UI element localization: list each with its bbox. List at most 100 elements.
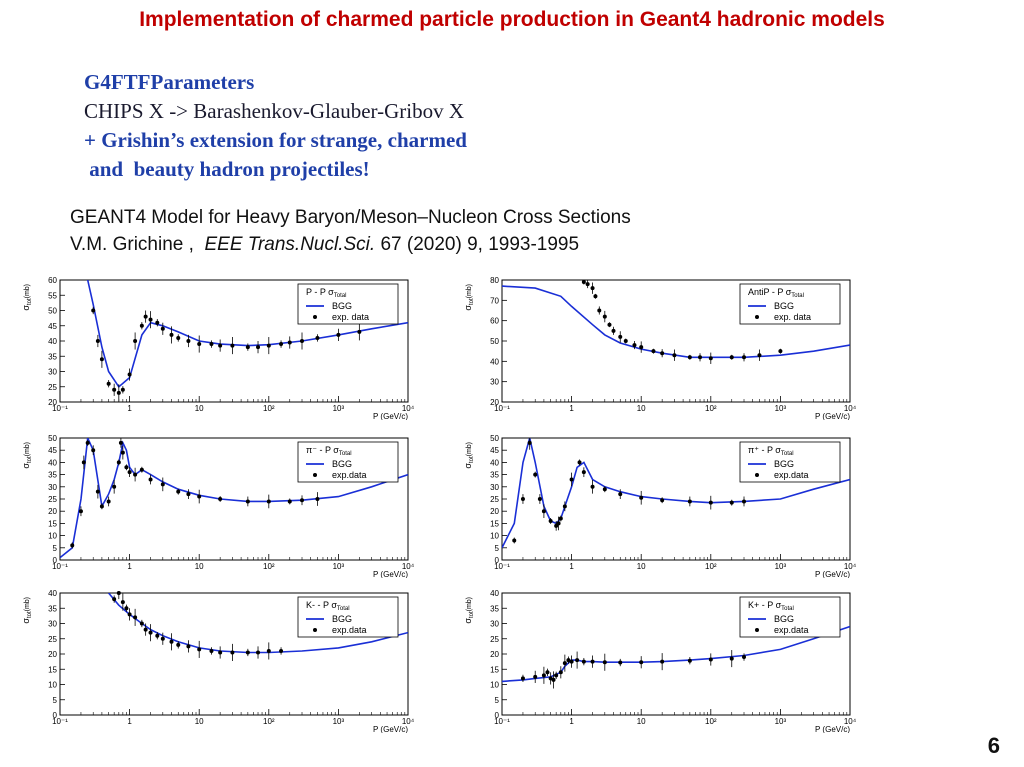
exp-data-point (139, 323, 144, 328)
x-tick-label: 1 (569, 717, 574, 726)
y-tick-label: 5 (495, 696, 500, 705)
x-axis-label: P (GeV/c) (373, 725, 408, 733)
exp-data-point (124, 465, 129, 470)
bgg-curve (502, 438, 850, 549)
y-tick-label: 0 (53, 711, 58, 720)
exp-data-point (533, 472, 538, 477)
exp-data-point (602, 487, 607, 492)
y-tick-label: 5 (53, 696, 58, 705)
legend-title: K- - P σTotal (306, 600, 350, 612)
exp-data-point (315, 335, 320, 340)
exp-data-point (197, 647, 202, 652)
y-tick-label: 40 (490, 357, 499, 366)
exp-data-point (708, 356, 713, 361)
y-tick-label: 45 (48, 322, 57, 331)
x-tick-label: 10 (637, 562, 646, 571)
exp-data-point (577, 460, 582, 465)
exp-data-point (639, 660, 644, 665)
bgg-curve (502, 625, 850, 683)
exp-data-point (91, 308, 96, 313)
y-axis-label: σtot(mb) (463, 284, 475, 311)
y-tick-label: 15 (48, 665, 57, 674)
y-tick-label: 40 (48, 337, 57, 346)
legend-bgg-label: BGG (774, 614, 794, 624)
exp-data-point (186, 644, 191, 649)
exp-data-point (176, 489, 181, 494)
y-tick-label: 5 (53, 544, 58, 553)
y-tick-label: 30 (48, 483, 57, 492)
x-tick-label: 10² (705, 717, 717, 726)
exp-data-point (548, 518, 553, 523)
y-tick-label: 0 (495, 556, 500, 565)
legend-bgg-label: BGG (332, 459, 352, 469)
x-tick-label: 10² (263, 562, 275, 571)
exp-data-point (566, 658, 571, 663)
exp-data-point (593, 294, 598, 299)
x-tick-label: 10⁻¹ (494, 562, 510, 571)
legend-exp-marker (313, 315, 317, 319)
exp-data-point (160, 326, 165, 331)
exp-data-point (558, 670, 563, 675)
y-tick-label: 25 (48, 383, 57, 392)
y-tick-label: 60 (490, 317, 499, 326)
legend-exp-label: exp.data (332, 625, 367, 635)
legend-title: P - P σTotal (306, 287, 346, 299)
x-tick-label: 10⁴ (402, 404, 415, 413)
y-axis-label: σtot(mb) (21, 442, 33, 469)
exp-data-point (541, 509, 546, 514)
exp-data-point (218, 650, 223, 655)
exp-data-point (148, 317, 153, 322)
exp-data-point (197, 342, 202, 347)
exp-data-point (245, 345, 250, 350)
y-tick-label: 50 (490, 337, 499, 346)
exp-data-point (160, 636, 165, 641)
legend-exp-marker (313, 473, 317, 477)
exp-data-point (618, 660, 623, 665)
y-tick-label: 10 (490, 532, 499, 541)
exp-data-point (85, 440, 90, 445)
exp-data-point (112, 597, 117, 602)
exp-data-point (585, 282, 590, 287)
exp-data-point (533, 674, 538, 679)
y-tick-label: 45 (48, 446, 57, 455)
exp-data-point (581, 280, 586, 285)
exp-data-point (230, 343, 235, 348)
exp-data-point (602, 314, 607, 319)
y-tick-label: 25 (48, 635, 57, 644)
y-tick-label: 30 (48, 368, 57, 377)
x-tick-label: 10⁻¹ (52, 404, 68, 413)
exp-data-point (287, 340, 292, 345)
y-tick-label: 55 (48, 291, 57, 300)
exp-data-point (133, 339, 138, 343)
y-axis-label: σtot(mb) (463, 442, 475, 469)
reference-authors: V.M. Grichine , (70, 234, 205, 255)
x-tick-label: 10⁻¹ (52, 562, 68, 571)
y-tick-label: 30 (490, 483, 499, 492)
legend-exp-marker (755, 473, 759, 477)
exp-data-point (660, 659, 665, 664)
x-tick-label: 10² (705, 562, 717, 571)
exp-data-point (742, 499, 747, 504)
legend-exp-label: exp. data (332, 312, 369, 322)
exp-data-point (575, 658, 580, 663)
exp-data-point (336, 332, 341, 337)
legend-bgg-label: BGG (332, 614, 352, 624)
exp-data-point (127, 372, 132, 377)
y-tick-label: 15 (490, 519, 499, 528)
reference-citation: V.M. Grichine , EEE Trans.Nucl.Sci. 67 (… (70, 231, 631, 258)
exp-data-point (660, 351, 665, 356)
exp-data-point (279, 648, 284, 653)
exp-data-point (742, 355, 747, 360)
y-tick-label: 30 (490, 620, 499, 629)
exp-data-point (127, 612, 132, 617)
exp-data-point (672, 353, 677, 358)
x-tick-label: 10⁴ (402, 717, 415, 726)
exp-data-point (120, 387, 125, 392)
exp-data-point (218, 497, 223, 501)
exp-data-point (520, 676, 525, 681)
x-tick-label: 10 (195, 562, 204, 571)
exp-data-point (607, 322, 612, 327)
y-tick-label: 15 (48, 519, 57, 528)
x-tick-label: 10 (637, 717, 646, 726)
